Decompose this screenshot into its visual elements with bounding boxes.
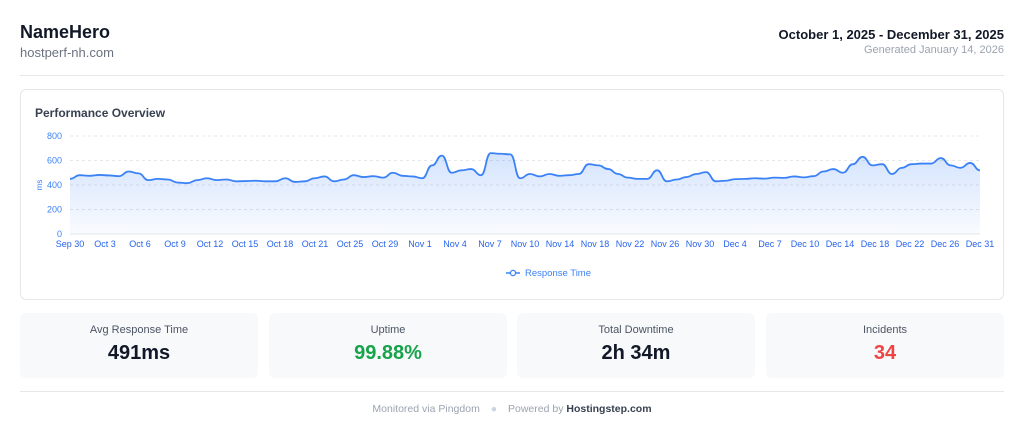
x-tick-label: Oct 6 <box>129 239 151 249</box>
x-tick-label: Nov 14 <box>546 239 575 249</box>
legend-swatch-marker <box>509 269 517 277</box>
x-tick-label: Oct 25 <box>337 239 364 249</box>
site-host: hostperf-nh.com <box>20 45 114 60</box>
x-tick-label: Dec 26 <box>931 239 960 249</box>
stat-label: Incidents <box>862 324 908 336</box>
x-tick-label: Dec 22 <box>896 239 925 249</box>
stat-card-incidents: Incidents 34 <box>766 313 1004 378</box>
chart-title: Performance Overview <box>35 106 166 120</box>
x-tick-label: Nov 26 <box>651 239 680 249</box>
series-area-response-time <box>70 153 980 234</box>
stats-row: Avg Response Time 491ms Uptime 99.88% To… <box>20 313 1004 378</box>
x-tick-label: Nov 22 <box>616 239 645 249</box>
x-tick-label: Nov 30 <box>686 239 715 249</box>
generated-date: Generated January 14, 2026 <box>863 44 1004 56</box>
x-tick-label: Oct 21 <box>302 239 329 249</box>
x-tick-label: Dec 18 <box>861 239 890 249</box>
x-tick-label: Dec 14 <box>826 239 855 249</box>
powered-by-label: Powered by <box>508 403 564 415</box>
x-tick-label: Oct 29 <box>372 239 399 249</box>
stat-card-downtime: Total Downtime 2h 34m <box>517 313 755 378</box>
stat-card-avg-response: Avg Response Time 491ms <box>20 313 258 378</box>
stat-card-uptime: Uptime 99.88% <box>269 313 507 378</box>
y-tick-label: 600 <box>47 156 62 166</box>
stat-value: 34 <box>873 342 897 364</box>
monitored-via: Monitored via Pingdom <box>372 403 480 415</box>
x-tick-label: Dec 4 <box>723 239 747 249</box>
stat-value: 2h 34m <box>601 342 671 364</box>
x-tick-label: Nov 18 <box>581 239 610 249</box>
site-name: NameHero <box>20 22 111 42</box>
report-footer: Monitored via Pingdom ● Powered by Hosti… <box>20 391 1004 431</box>
x-tick-label: Oct 12 <box>197 239 224 249</box>
report-header: NameHero hostperf-nh.com October 1, 2025… <box>20 18 1004 76</box>
x-tick-label: Oct 3 <box>94 239 116 249</box>
x-tick-label: Oct 18 <box>267 239 294 249</box>
y-tick-label: 800 <box>47 131 62 141</box>
x-tick-label: Oct 15 <box>232 239 259 249</box>
brand-link[interactable]: Hostingstep.com <box>566 403 652 415</box>
x-tick-label: Nov 1 <box>408 239 432 249</box>
series-line-response-time <box>69 152 981 185</box>
y-tick-label: 400 <box>47 180 62 190</box>
x-tick-label: Oct 9 <box>164 239 186 249</box>
legend-label: Response Time <box>525 268 591 279</box>
x-tick-label: Dec 31 <box>966 239 995 249</box>
performance-chart-card: 0 200 400 600 800 ms Sep 30 Oct 3 Oct 6 Oct 9 Oct … <box>20 89 1004 300</box>
stat-label: Avg Response Time <box>89 324 189 336</box>
y-axis-label: ms <box>35 180 44 191</box>
y-tick-label: 0 <box>57 229 62 239</box>
x-tick-label: Dec 7 <box>758 239 782 249</box>
x-tick-label: Dec 10 <box>791 239 820 249</box>
x-tick-label: Nov 7 <box>478 239 502 249</box>
stat-value: 99.88% <box>354 342 422 364</box>
separator-dot: ● <box>490 403 498 415</box>
response-time-chart: 0 200 400 600 800 ms Sep 30 Oct 3 Oct 6 Oct 9 Oct … <box>35 131 995 279</box>
stat-value: 491ms <box>107 342 171 364</box>
x-tick-label: Sep 30 <box>56 239 85 249</box>
date-range: October 1, 2025 - December 31, 2025 <box>778 27 1004 42</box>
y-tick-label: 200 <box>47 205 62 215</box>
stat-label: Uptime <box>370 324 406 336</box>
stat-label: Total Downtime <box>598 324 674 336</box>
x-tick-label: Nov 4 <box>443 239 467 249</box>
x-tick-label: Nov 10 <box>511 239 540 249</box>
